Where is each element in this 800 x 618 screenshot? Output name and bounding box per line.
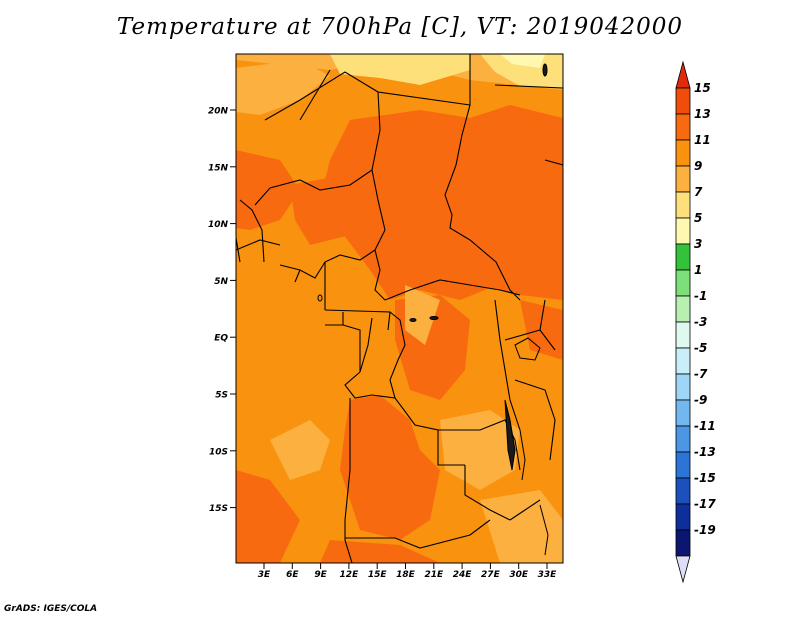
colorbar-label: 13 (694, 107, 711, 121)
grads-credit: GrADS: IGES/COLA (4, 604, 98, 614)
lat-tick-label: 5N (214, 277, 228, 287)
lon-tick-label: 12E (340, 570, 360, 580)
colorbar-label: -17 (694, 497, 716, 511)
lon-tick-label: 24E (453, 570, 473, 580)
colorbar-bin (675, 529, 691, 557)
colorbar-bin (675, 503, 691, 531)
colorbar-bin (675, 165, 691, 193)
colorbar-bin (675, 113, 691, 141)
colorbar-label: 3 (694, 237, 702, 251)
country-borders (236, 54, 563, 563)
colorbar-bin (675, 373, 691, 401)
colorbar-label: 11 (694, 133, 711, 147)
lon-tick-label: 33E (538, 570, 558, 580)
colorbar-bin (675, 243, 691, 271)
lon-tick-label: 6E (286, 570, 299, 580)
colorbar-bin (675, 139, 691, 167)
colorbar-label: -1 (694, 289, 707, 303)
lat-tick-label: 15S (209, 504, 228, 514)
latitude-axis: 20N 15N 10N 5N EQ 5S 10S 15S (208, 107, 236, 514)
colorbar-top-triangle (675, 60, 691, 89)
lat-tick-label: 10S (209, 447, 228, 457)
lat-tick-label: EQ (214, 334, 228, 344)
lon-tick-label: 3E (258, 570, 271, 580)
lon-tick-label: 21E (424, 570, 444, 580)
colorbar-label: 15 (694, 81, 711, 95)
lat-tick-label: 5S (215, 391, 228, 401)
colorbar-label: -11 (694, 419, 716, 433)
chart-title: Temperature at 700hPa [C], VT: 201904200… (116, 14, 684, 40)
lon-tick-label: 9E (314, 570, 327, 580)
colorbar-label: -3 (694, 315, 707, 329)
lon-tick-label: 18E (396, 570, 416, 580)
colorbar-label: -19 (694, 523, 716, 537)
lon-tick-label: 27E (481, 570, 501, 580)
colorbar-legend: 15 13 11 9 7 5 3 1 -1 -3 -5 -7 -9 -11 -13 -15 -17 -19 (675, 60, 716, 584)
colorbar-bottom-triangle (675, 555, 691, 584)
colorbar-bin (675, 269, 691, 297)
temperature-field (236, 54, 563, 563)
longitude-axis: 3E 6E 9E 12E 15E 18E 21E 24E 27E 30E 33E (258, 563, 557, 580)
lat-tick-label: 15N (208, 163, 229, 173)
colorbar-label: -13 (694, 445, 716, 459)
colorbar-label: -15 (694, 471, 716, 485)
colorbar-bin (675, 191, 691, 219)
colorbar-bin (675, 451, 691, 479)
colorbar-bin (675, 87, 691, 115)
colorbar-label: 7 (694, 185, 703, 199)
colorbar-bin (675, 477, 691, 505)
colorbar-bin (675, 217, 691, 245)
lon-tick-label: 30E (509, 570, 529, 580)
lat-tick-label: 10N (208, 220, 229, 230)
map-frame (235, 53, 564, 564)
colorbar-label: -7 (694, 367, 708, 381)
lon-tick-label: 15E (368, 570, 388, 580)
colorbar-label: 5 (694, 211, 702, 225)
colorbar-label: -9 (694, 393, 707, 407)
colorbar-label: 9 (694, 159, 702, 173)
colorbar-bin (675, 321, 691, 349)
colorbar-label: -5 (694, 341, 707, 355)
colorbar-label: 1 (694, 263, 702, 277)
colorbar-bin (675, 295, 691, 323)
colorbar-bin (675, 347, 691, 375)
lat-tick-label: 20N (208, 107, 229, 117)
colorbar-bin (675, 425, 691, 453)
colorbar-bin (675, 399, 691, 427)
lakes (317, 63, 549, 556)
